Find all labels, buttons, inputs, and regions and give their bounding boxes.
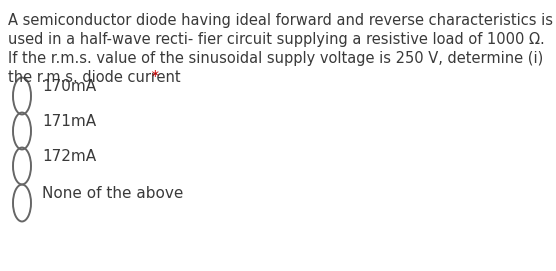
Text: 172mA: 172mA [42,149,96,164]
Text: the r.m.s. diode current *: the r.m.s. diode current * [8,70,192,85]
Text: 171mA: 171mA [42,114,96,129]
Text: A semiconductor diode having ideal forward and reverse characteristics is: A semiconductor diode having ideal forwa… [8,13,553,28]
Text: the r.m.s. diode current: the r.m.s. diode current [8,70,181,85]
Text: 170mA: 170mA [42,79,96,94]
Text: used in a half-wave recti- fier circuit supplying a resistive load of 1000 Ω.: used in a half-wave recti- fier circuit … [8,32,545,47]
Text: If the r.m.s. value of the sinusoidal supply voltage is 250 V, determine (i): If the r.m.s. value of the sinusoidal su… [8,51,543,66]
Text: *: * [147,70,158,85]
Text: None of the above: None of the above [42,186,183,201]
